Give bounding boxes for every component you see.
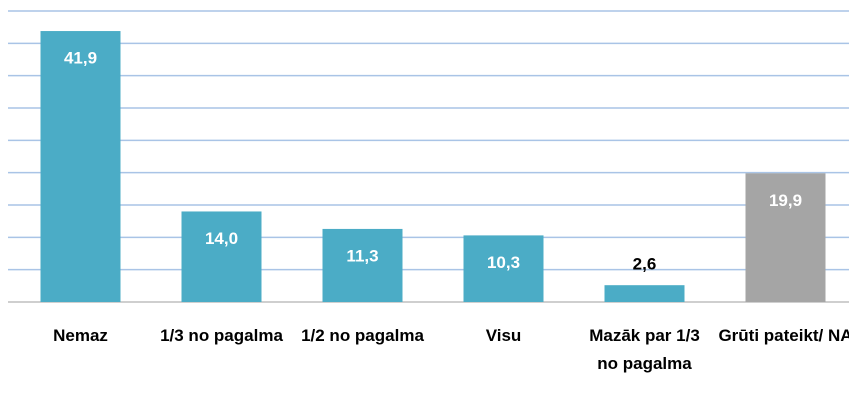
- bar: [604, 285, 685, 302]
- x-tick-label: Visu: [485, 326, 522, 345]
- bar: [40, 31, 121, 303]
- x-tick-label: 1/3 no pagalma: [160, 326, 283, 345]
- x-tick-label: 1/2 no pagalma: [301, 326, 424, 345]
- x-tick-label: Grūti pateikt/ NA: [718, 326, 849, 345]
- value-label: 41,9: [64, 49, 97, 68]
- bar: [181, 211, 262, 302]
- value-label: 10,3: [487, 253, 520, 272]
- x-tick-label: Nemaz: [53, 326, 108, 345]
- x-tick-label: Mazāk par 1/3 no pagalma: [589, 326, 700, 373]
- bar: [463, 235, 544, 302]
- bar: [322, 228, 403, 302]
- value-label: 14,0: [205, 229, 238, 248]
- value-label: 2,6: [633, 255, 657, 274]
- value-label: 11,3: [346, 246, 378, 265]
- bar: [745, 173, 826, 302]
- value-label: 19,9: [769, 191, 802, 210]
